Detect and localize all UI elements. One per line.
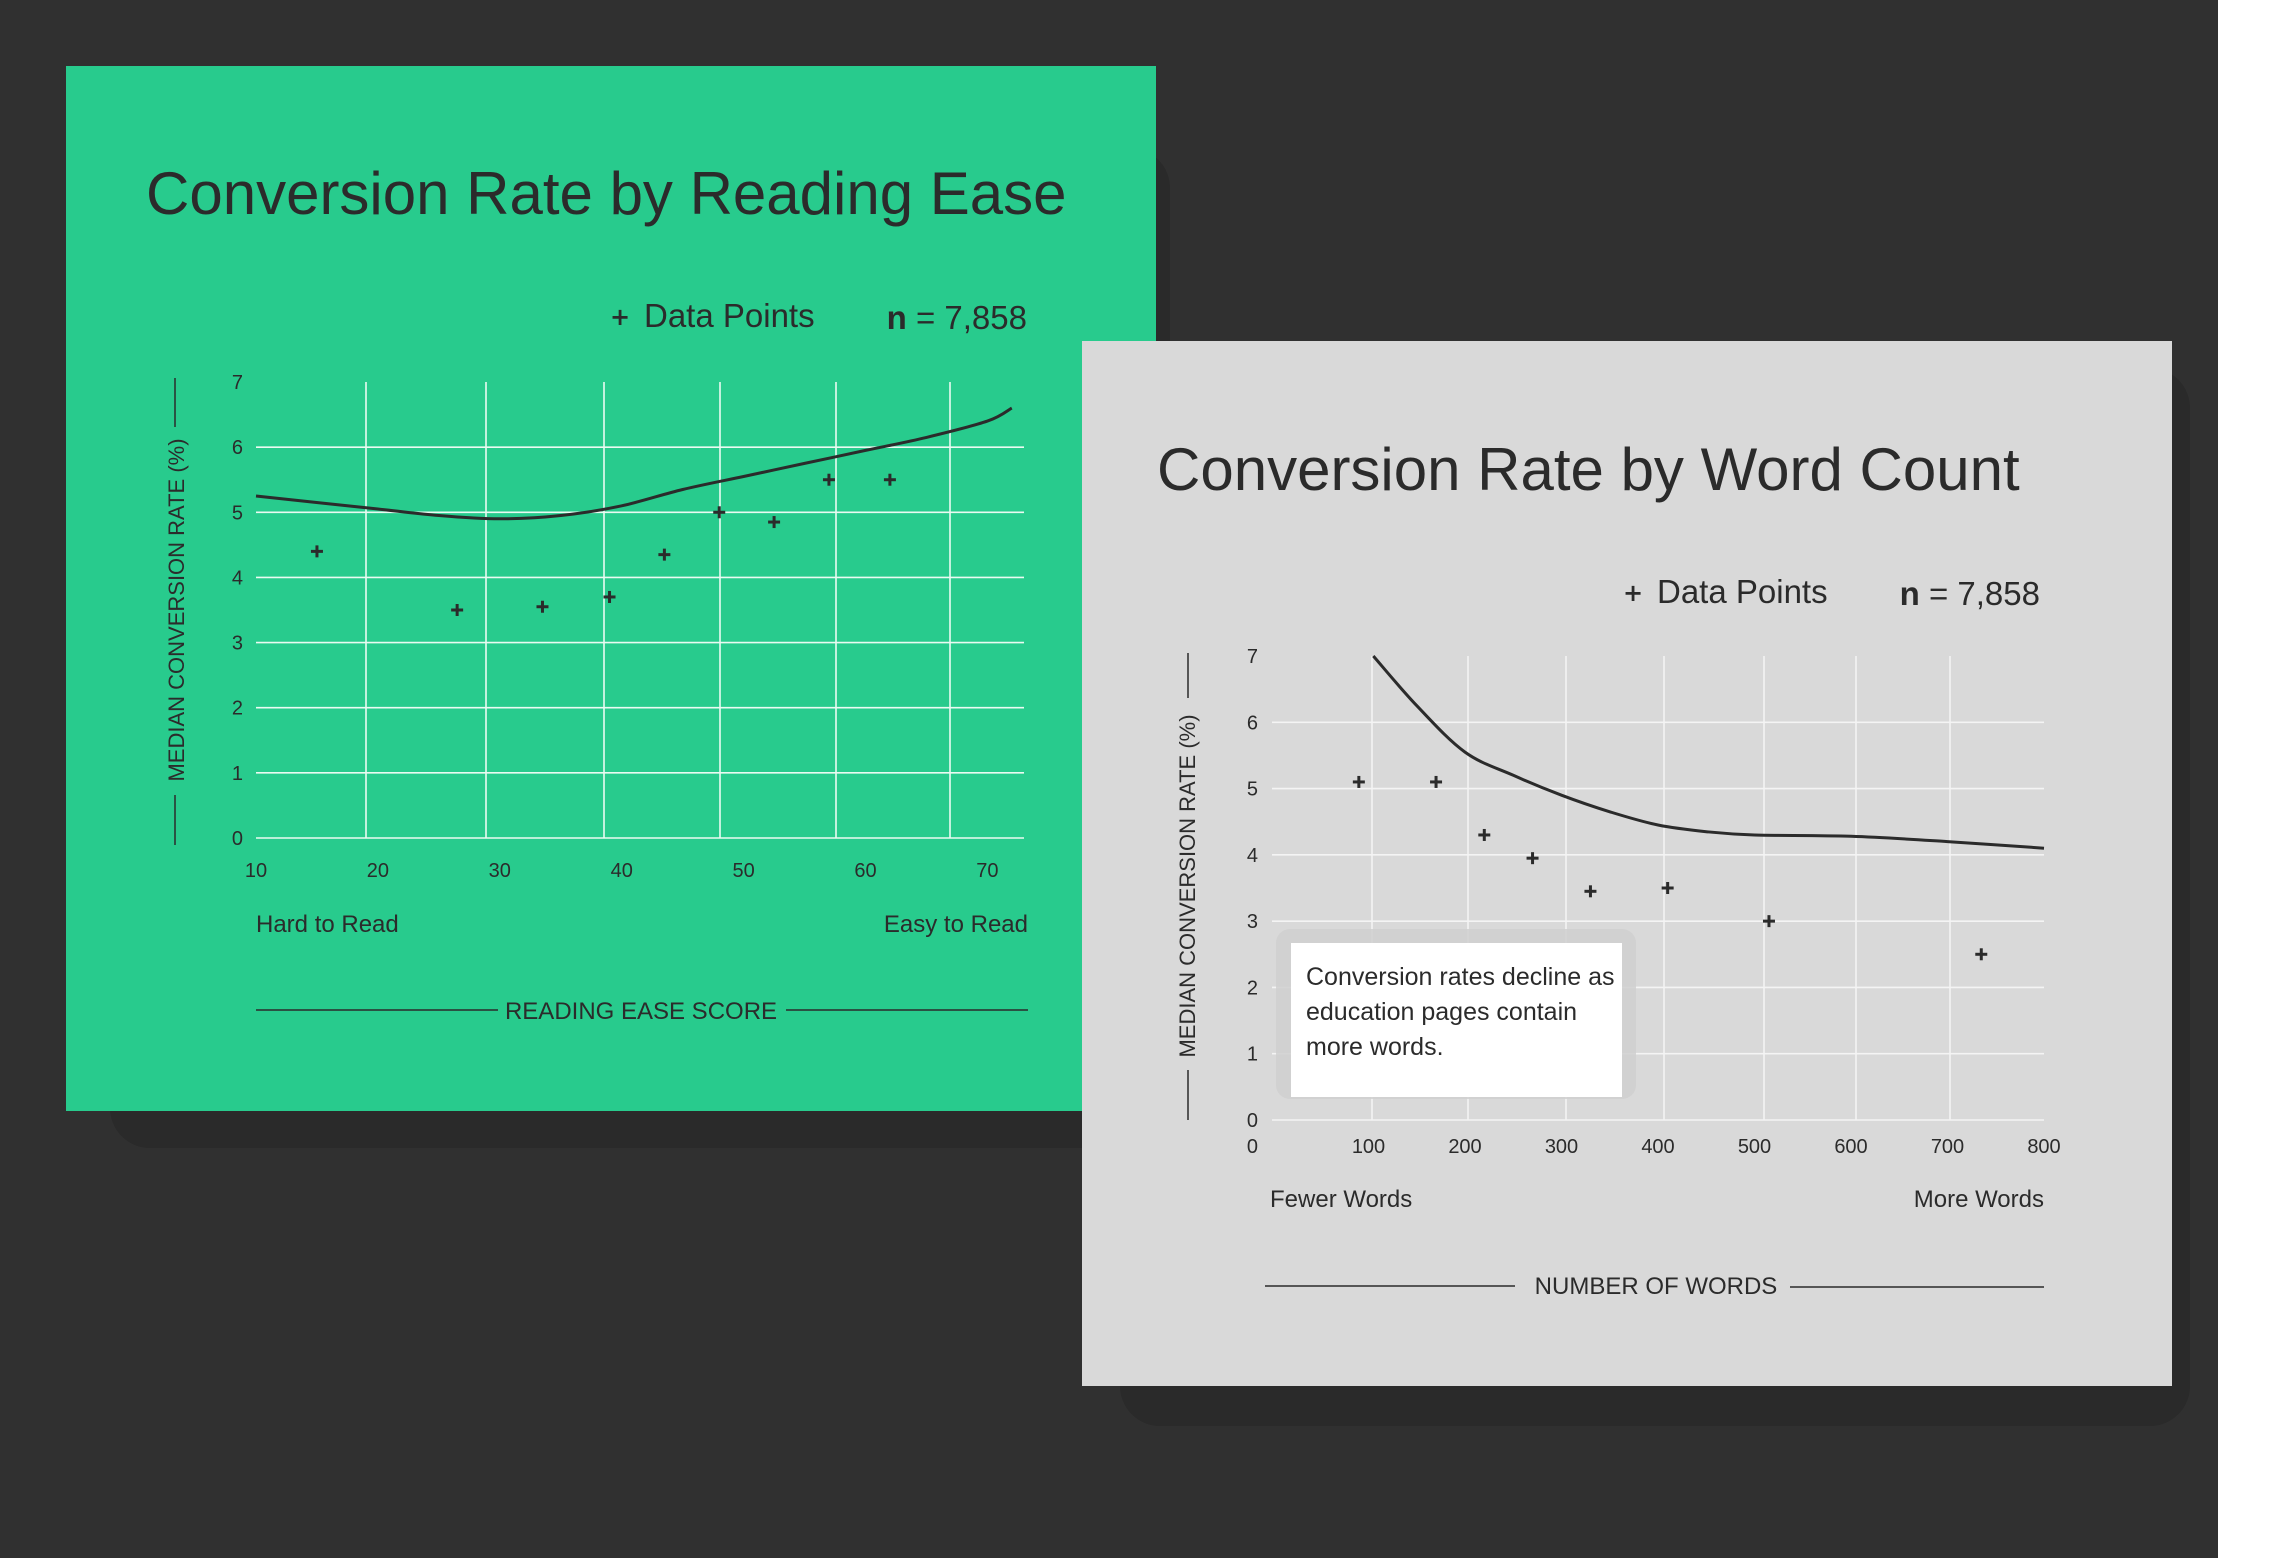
word-count-data-points: [1352, 775, 1988, 961]
legend-plus-icon: +: [1623, 579, 1643, 607]
x-tick-label: 50: [732, 860, 754, 882]
data-point: [310, 545, 323, 558]
data-point: [658, 548, 671, 561]
reading-ease-card-panel: [66, 66, 1156, 1111]
word-count-more-label: More Words: [1914, 1186, 2044, 1213]
y-tick-label: 6: [232, 437, 243, 459]
data-point: [536, 600, 549, 613]
data-point: [713, 506, 726, 519]
x-tick-label: 20: [367, 860, 389, 882]
y-tick-label: 1: [1247, 1044, 1258, 1066]
word-count-legend: + Data Points n = 7,858: [1623, 573, 2040, 612]
data-point: [1430, 775, 1443, 788]
word-count-xlabel: NUMBER OF WORDS: [1535, 1273, 1778, 1300]
word-count-title: Conversion Rate by Word Count: [1157, 436, 2020, 503]
y-tick-label: 6: [1247, 712, 1258, 734]
y-tick-label: 0: [1247, 1110, 1258, 1132]
data-point: [768, 516, 781, 529]
data-point: [883, 473, 896, 486]
y-tick-label: 7: [1247, 646, 1258, 668]
word-count-sample-size: n = 7,858: [1900, 575, 2040, 612]
x-tick-label: 700: [1931, 1136, 1964, 1158]
y-tick-label: 2: [1247, 977, 1258, 999]
x-tick-label: 10: [245, 860, 267, 882]
word-count-annotation: Conversion rates decline as education pa…: [1276, 929, 1636, 1099]
word-count-card-panel: [1082, 341, 2172, 1386]
y-tick-label: 1: [232, 763, 243, 785]
reading-ease-hard-label: Hard to Read: [256, 911, 399, 938]
x-tick-label: 300: [1545, 1136, 1578, 1158]
x-tick-label: 400: [1641, 1136, 1674, 1158]
word-count-legend-label: Data Points: [1657, 573, 1828, 610]
data-point: [451, 604, 464, 616]
annotation-box: [1291, 943, 1622, 1097]
data-point: [1584, 885, 1597, 898]
y-tick-label: 4: [1247, 845, 1258, 867]
y-tick-label: 2: [232, 698, 243, 720]
y-tick-label: 5: [1247, 779, 1258, 801]
data-point: [1478, 828, 1491, 841]
x-tick-label: 70: [976, 860, 998, 882]
reading-ease-data-points: [310, 473, 896, 616]
word-count-x-ticks: 100 200 300 400 500 600 700 800: [1352, 1136, 2061, 1158]
annotation-text: Conversion rates decline as education pa…: [1306, 963, 1615, 1061]
x-tick-label: 100: [1352, 1136, 1385, 1158]
annotation-text-wrap: Conversion rates decline as education pa…: [1306, 963, 1615, 1061]
reading-ease-grid: [256, 382, 1024, 839]
word-count-fewer-label: Fewer Words: [1270, 1186, 1412, 1213]
word-count-card: Conversion Rate by Word Count + Data Poi…: [1082, 341, 2190, 1426]
data-point: [1762, 915, 1775, 928]
reading-ease-legend-label: Data Points: [644, 297, 815, 334]
reading-ease-easy-label: Easy to Read: [884, 911, 1028, 938]
x-tick-label: 40: [611, 860, 633, 882]
reading-ease-ylabel: MEDIAN CONVERSION RATE (%): [164, 438, 189, 781]
x-tick-label: 600: [1834, 1136, 1867, 1158]
word-count-ylabel: MEDIAN CONVERSION RATE (%): [1175, 714, 1200, 1057]
reading-ease-xlabel: READING EASE SCORE: [505, 998, 777, 1025]
reading-ease-x-ticks: 10 20 30 40 50 60 70: [245, 860, 999, 882]
reading-ease-trend-line: [255, 406, 1013, 521]
word-count-trend-line: [1372, 655, 2045, 850]
y-tick-label: 5: [232, 502, 243, 524]
y-tick-label: 7: [232, 372, 243, 394]
x-tick-label: 800: [2027, 1136, 2060, 1158]
reading-ease-y-ticks: 0 1 2 3 4 5 6 7: [232, 372, 243, 850]
y-tick-label: 3: [1247, 911, 1258, 933]
x-tick-label: 500: [1738, 1136, 1771, 1158]
x-tick-label: 30: [489, 860, 511, 882]
x-origin-label: 0: [1247, 1136, 1258, 1158]
data-point: [603, 590, 616, 603]
data-point: [1526, 852, 1539, 865]
reading-ease-card: Conversion Rate by Reading Ease + Data P…: [66, 66, 1170, 1148]
legend-plus-icon: +: [610, 303, 630, 331]
right-margin: [2218, 0, 2286, 1558]
y-tick-label: 3: [232, 633, 243, 655]
data-point: [1975, 948, 1988, 961]
data-point: [1661, 882, 1674, 894]
reading-ease-title: Conversion Rate by Reading Ease: [146, 160, 1067, 227]
data-point: [1352, 775, 1365, 788]
word-count-y-ticks: 0 1 2 3 4 5 6 7 0: [1247, 646, 1258, 1158]
x-tick-label: 60: [854, 860, 876, 882]
reading-ease-sample-size: n = 7,858: [887, 299, 1027, 336]
y-tick-label: 0: [232, 828, 243, 850]
x-tick-label: 200: [1448, 1136, 1481, 1158]
y-tick-label: 4: [232, 567, 243, 589]
data-point: [822, 473, 835, 486]
reading-ease-legend: + Data Points n = 7,858: [610, 297, 1027, 336]
